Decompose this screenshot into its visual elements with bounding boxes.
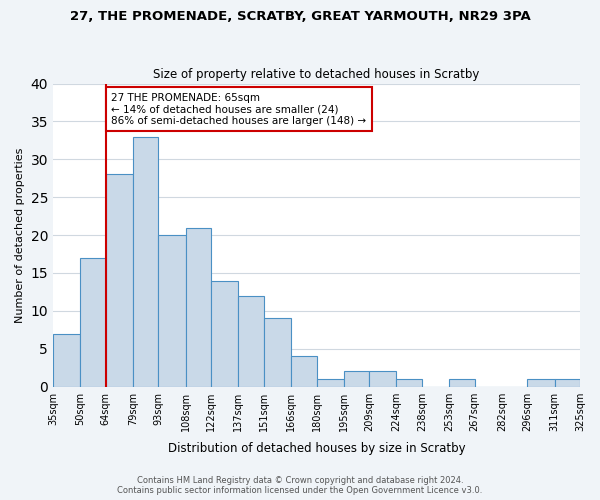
Bar	[133, 136, 158, 386]
Bar	[211, 280, 238, 386]
Bar	[106, 174, 133, 386]
Bar	[369, 372, 397, 386]
Text: Contains HM Land Registry data © Crown copyright and database right 2024.
Contai: Contains HM Land Registry data © Crown c…	[118, 476, 482, 495]
Bar	[238, 296, 264, 386]
Bar	[527, 379, 554, 386]
Text: 27 THE PROMENADE: 65sqm
← 14% of detached houses are smaller (24)
86% of semi-de: 27 THE PROMENADE: 65sqm ← 14% of detache…	[111, 92, 367, 126]
Text: 27, THE PROMENADE, SCRATBY, GREAT YARMOUTH, NR29 3PA: 27, THE PROMENADE, SCRATBY, GREAT YARMOU…	[70, 10, 530, 23]
Y-axis label: Number of detached properties: Number of detached properties	[15, 148, 25, 323]
Bar	[291, 356, 317, 386]
Bar	[554, 379, 580, 386]
Bar	[449, 379, 475, 386]
X-axis label: Distribution of detached houses by size in Scratby: Distribution of detached houses by size …	[168, 442, 466, 455]
Bar	[158, 235, 185, 386]
Bar	[264, 318, 291, 386]
Bar	[344, 372, 369, 386]
Bar	[397, 379, 422, 386]
Bar	[53, 334, 80, 386]
Bar	[185, 228, 211, 386]
Bar	[80, 258, 106, 386]
Bar	[317, 379, 344, 386]
Title: Size of property relative to detached houses in Scratby: Size of property relative to detached ho…	[154, 68, 480, 81]
